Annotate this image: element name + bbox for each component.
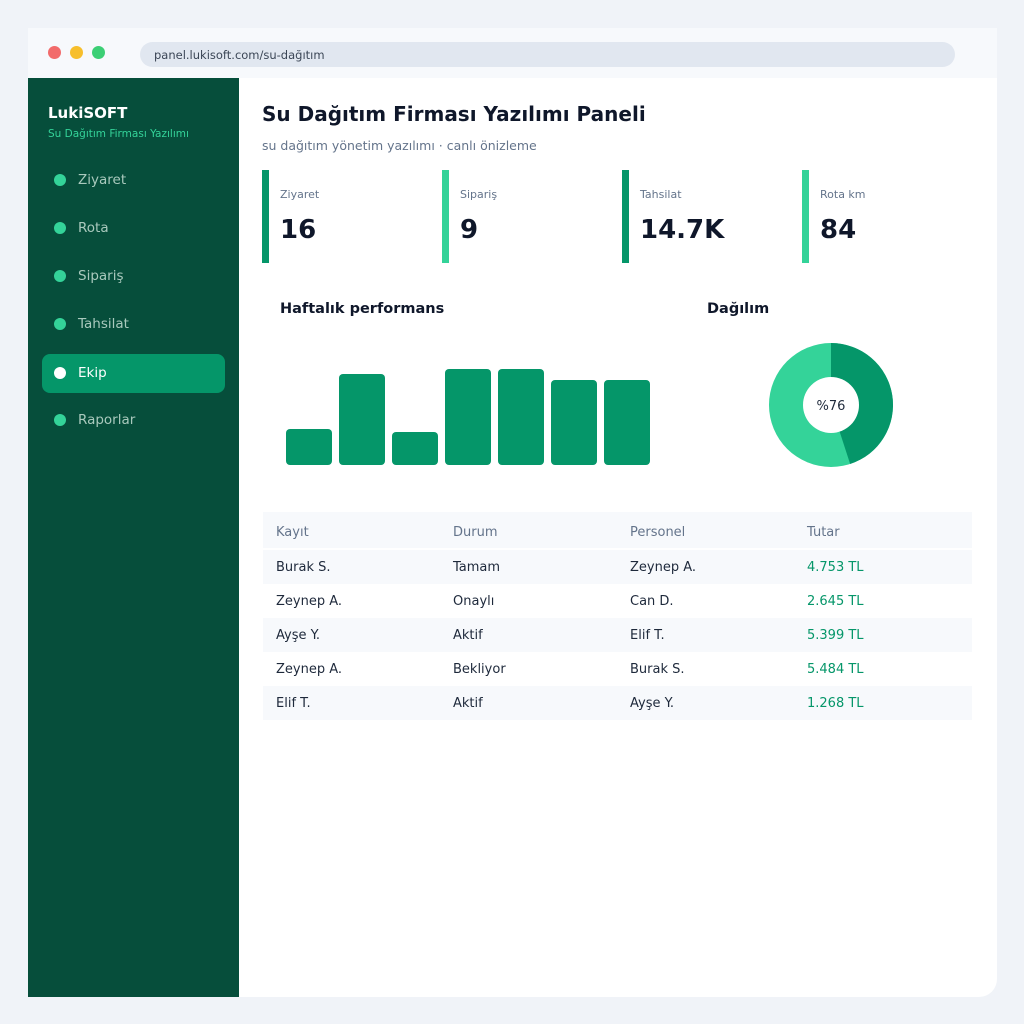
address-bar[interactable]: panel.lukisoft.com/su-dağıtım (140, 42, 955, 67)
weekly-bar (392, 432, 438, 465)
table-cell: Aktif (453, 696, 483, 711)
bullet-icon (54, 174, 66, 186)
donut-chart-title: Dağılım (707, 301, 770, 317)
sidebar-item-label: Sipariş (78, 268, 124, 284)
column-header: Personel (630, 525, 686, 540)
brand-logo-text: LukiSOFT (48, 104, 128, 122)
table-cell: Elif T. (630, 628, 665, 643)
minimize-window-button[interactable] (70, 46, 83, 59)
column-header: Kayıt (276, 525, 309, 540)
page-subtitle: su dağıtım yönetim yazılımı · canlı öniz… (262, 138, 537, 153)
sidebar: LukiSOFT Su Dağıtım Firması Yazılımı Ziy… (28, 78, 239, 997)
table-row[interactable]: Zeynep A. Bekliyor Burak S. 5.484 TL (263, 652, 972, 686)
brand-subtitle: Su Dağıtım Firması Yazılımı (48, 128, 189, 140)
kpi-value: 14.7K (640, 215, 725, 245)
page-title: Su Dağıtım Firması Yazılımı Paneli (262, 102, 646, 126)
records-table: Kayıt Durum Personel Tutar Burak S. Tama… (263, 512, 972, 720)
table-cell: Bekliyor (453, 662, 506, 677)
kpi-value: 84 (820, 215, 857, 245)
weekly-bar (286, 429, 332, 465)
table-cell: Zeynep A. (276, 594, 343, 609)
sidebar-item-label: Raporlar (78, 412, 136, 428)
table-row[interactable]: Elif T. Aktif Ayşe Y. 1.268 TL (263, 686, 972, 720)
kpi-value: 9 (460, 215, 479, 245)
table-row[interactable]: Zeynep A. Onaylı Can D. 2.645 TL (263, 584, 972, 618)
table-cell: Zeynep A. (276, 662, 343, 677)
weekly-bar-chart (286, 369, 650, 465)
table-header-row: Kayıt Durum Personel Tutar (263, 512, 972, 548)
column-header: Durum (453, 525, 498, 540)
maximize-window-button[interactable] (92, 46, 105, 59)
table-cell-amount: 5.484 TL (807, 662, 864, 677)
weekly-bar (498, 369, 544, 465)
kpi-accent-bar (262, 170, 269, 263)
table-cell: Can D. (630, 594, 674, 609)
kpi-label: Sipariş (460, 188, 498, 201)
kpi-card-siparis: Sipariş 9 (442, 170, 602, 263)
bullet-icon (54, 318, 66, 330)
bullet-icon (54, 222, 66, 234)
sidebar-item-label: Ziyaret (78, 172, 127, 188)
weekly-bar (551, 380, 597, 465)
weekly-bar (604, 380, 650, 465)
donut-slice (831, 343, 894, 464)
weekly-bar (339, 374, 385, 465)
kpi-card-ziyaret: Ziyaret 16 (262, 170, 422, 263)
browser-window: panel.lukisoft.com/su-dağıtım LukiSOFT S… (28, 28, 997, 997)
table-cell: Elif T. (276, 696, 311, 711)
kpi-label: Rota km (820, 188, 866, 201)
table-row[interactable]: Burak S. Tamam Zeynep A. 4.753 TL (263, 550, 972, 584)
bullet-icon (54, 270, 66, 282)
kpi-label: Tahsilat (640, 188, 682, 201)
table-cell: Burak S. (630, 662, 685, 677)
table-cell-amount: 5.399 TL (807, 628, 864, 643)
table-cell: Zeynep A. (630, 560, 697, 575)
table-cell-amount: 4.753 TL (807, 560, 864, 575)
sidebar-item-ziyaret[interactable]: Ziyaret (42, 161, 225, 200)
donut-hole (803, 377, 859, 433)
column-header: Tutar (807, 525, 840, 540)
kpi-label: Ziyaret (280, 188, 320, 201)
kpi-accent-bar (802, 170, 809, 263)
bullet-icon (54, 367, 66, 379)
kpi-accent-bar (622, 170, 629, 263)
sidebar-item-label: Ekip (78, 365, 107, 381)
sidebar-item-rota[interactable]: Rota (42, 209, 225, 248)
sidebar-item-label: Tahsilat (78, 316, 129, 332)
sidebar-item-raporlar[interactable]: Raporlar (42, 401, 225, 440)
browser-titlebar: panel.lukisoft.com/su-dağıtım (28, 28, 997, 78)
table-cell-amount: 1.268 TL (807, 696, 864, 711)
table-cell: Burak S. (276, 560, 331, 575)
table-cell: Onaylı (453, 594, 495, 609)
kpi-card-tahsilat: Tahsilat 14.7K (622, 170, 782, 263)
bullet-icon (54, 414, 66, 426)
sidebar-item-label: Rota (78, 220, 109, 236)
close-window-button[interactable] (48, 46, 61, 59)
table-cell-amount: 2.645 TL (807, 594, 864, 609)
sidebar-item-siparis[interactable]: Sipariş (42, 257, 225, 296)
sidebar-item-tahsilat[interactable]: Tahsilat (42, 305, 225, 344)
kpi-accent-bar (442, 170, 449, 263)
kpi-value: 16 (280, 215, 317, 245)
table-row[interactable]: Ayşe Y. Aktif Elif T. 5.399 TL (263, 618, 972, 652)
table-cell: Ayşe Y. (276, 628, 321, 643)
table-cell: Tamam (453, 560, 501, 575)
sidebar-item-ekip[interactable]: Ekip (42, 354, 225, 393)
table-cell: Aktif (453, 628, 483, 643)
weekly-chart-title: Haftalık performans (280, 301, 445, 317)
address-bar-url: panel.lukisoft.com/su-dağıtım (154, 48, 325, 62)
distribution-donut-chart: %76 (769, 343, 894, 467)
weekly-bar (445, 369, 491, 465)
kpi-card-rota-km: Rota km 84 (802, 170, 962, 263)
table-cell: Ayşe Y. (630, 696, 675, 711)
donut-center-label: %76 (817, 399, 846, 414)
